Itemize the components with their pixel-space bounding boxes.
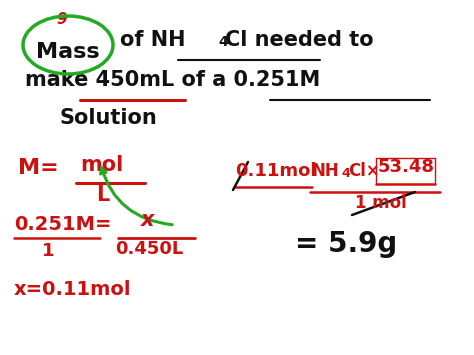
Text: 0.450L: 0.450L	[115, 240, 183, 258]
Text: Cl×: Cl×	[348, 162, 380, 180]
Text: 9: 9	[57, 12, 67, 27]
Text: 4: 4	[341, 167, 350, 180]
Text: M=: M=	[18, 158, 59, 178]
Text: mol: mol	[80, 155, 123, 175]
Text: Mass: Mass	[36, 42, 100, 62]
Text: L: L	[96, 185, 109, 205]
Text: = 5.9g: = 5.9g	[295, 230, 397, 258]
Text: Cl needed to: Cl needed to	[225, 30, 374, 50]
Text: x=0.11mol: x=0.11mol	[14, 280, 131, 299]
Text: 0.11mol: 0.11mol	[235, 162, 317, 180]
Text: 1: 1	[42, 242, 55, 260]
Text: Solution: Solution	[60, 108, 158, 128]
Text: of NH: of NH	[120, 30, 185, 50]
Text: x: x	[141, 210, 155, 230]
Text: 0.251M=: 0.251M=	[14, 215, 111, 234]
Text: 53.48: 53.48	[378, 158, 435, 176]
Text: 4: 4	[218, 35, 228, 49]
Text: make 450mL of a 0.251M: make 450mL of a 0.251M	[25, 70, 320, 90]
Text: NH: NH	[312, 162, 340, 180]
Text: 1 mol: 1 mol	[355, 194, 407, 212]
